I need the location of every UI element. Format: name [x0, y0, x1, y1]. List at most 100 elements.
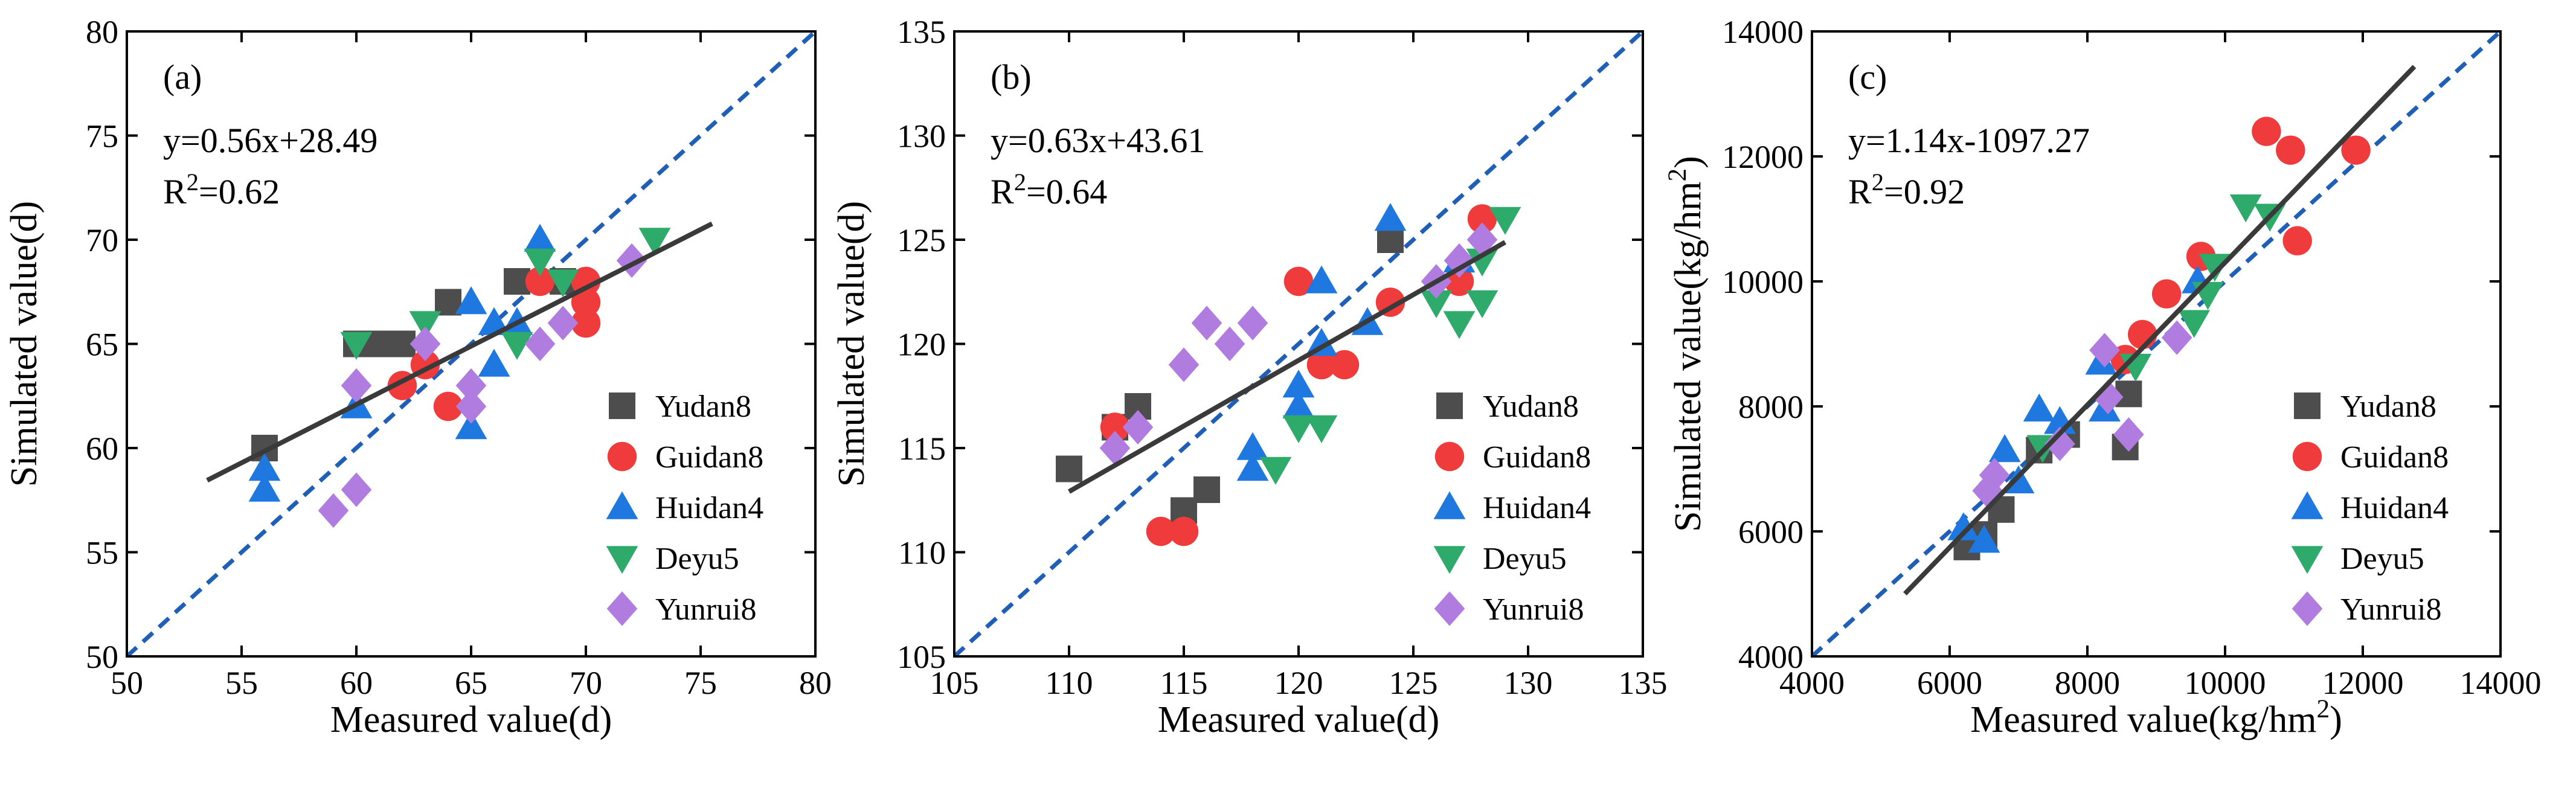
legend-label: Guidan8: [1483, 440, 1591, 475]
data-point: [2178, 310, 2211, 338]
y-tick-label: 130: [897, 118, 946, 155]
legend-item: Deyu5: [606, 542, 739, 576]
legend-marker: [606, 491, 638, 519]
y-tick-label: 60: [86, 431, 118, 467]
legend-item: Deyu5: [1433, 542, 1567, 576]
r-squared: R2=0.64: [991, 168, 1107, 212]
legend-item: Guidan8: [1434, 440, 1591, 475]
r-squared: R2=0.92: [1848, 168, 1965, 212]
series-huidan4: [248, 223, 556, 502]
series-yunrui8: [1972, 320, 2192, 508]
y-tick-label: 8000: [1738, 389, 1804, 425]
y-tick-label: 105: [897, 639, 946, 675]
data-point: [2113, 417, 2144, 452]
data-point: [1489, 207, 1521, 235]
legend-item: Huidan4: [606, 491, 763, 525]
data-point: [1305, 328, 1338, 356]
data-point: [1444, 243, 1475, 278]
data-point: [1168, 347, 1200, 382]
legend-item: Yudan8: [609, 389, 751, 424]
y-axis-title: Simulated value(d): [831, 201, 872, 487]
data-point: [1169, 516, 1199, 546]
legend-marker: [1434, 441, 1465, 472]
data-point: [1099, 431, 1131, 466]
x-tick-label: 115: [1160, 665, 1208, 701]
data-point: [1283, 266, 1314, 296]
data-point: [1988, 434, 2021, 463]
y-tick-label: 135: [897, 14, 946, 50]
regression-equation: y=0.56x+28.49: [163, 121, 377, 160]
data-point: [638, 228, 671, 256]
x-tick-label: 50: [111, 665, 143, 701]
data-point: [1259, 457, 1292, 485]
legend-item: Yunrui8: [606, 591, 757, 627]
legend-marker: [1436, 392, 1463, 419]
x-tick-label: 130: [1504, 665, 1553, 701]
regression-equation: y=0.63x+43.61: [991, 121, 1205, 160]
legend-marker: [606, 546, 638, 574]
data-point: [1236, 453, 1269, 481]
legend-marker: [607, 441, 637, 472]
identity-line: [954, 31, 1643, 656]
legend-item: Guidan8: [2292, 440, 2449, 475]
series-guidan8: [1100, 204, 1497, 546]
legend: Yudan8 Guidan8 Huidan4 Deyu5 Yunrui8: [2291, 389, 2449, 627]
data-point: [571, 287, 601, 317]
data-point: [571, 266, 601, 296]
data-point: [2092, 379, 2124, 415]
data-point: [1466, 290, 1498, 318]
data-point: [455, 411, 487, 440]
series-deyu5: [1259, 207, 1521, 485]
data-point: [1968, 525, 2000, 553]
data-point: [455, 286, 487, 315]
panel-label: (b): [991, 57, 1032, 97]
legend-item: Yudan8: [2294, 389, 2436, 424]
data-point: [1467, 204, 1497, 234]
data-point: [2044, 426, 2075, 461]
regression-equation: y=1.14x-1097.27: [1848, 121, 2090, 160]
data-point: [410, 326, 441, 362]
data-point: [2023, 393, 2055, 421]
legend-item: Huidan4: [2291, 491, 2449, 525]
data-point: [1972, 473, 2003, 508]
data-point: [1282, 415, 1315, 443]
data-point: [1443, 311, 1476, 339]
x-tick-label: 10000: [2185, 665, 2266, 701]
legend-marker: [2291, 546, 2324, 574]
data-point: [2192, 281, 2224, 310]
data-point: [1236, 432, 1269, 460]
y-tick-label: 14000: [1722, 14, 1804, 50]
data-point: [1374, 203, 1407, 231]
data-point: [1146, 516, 1176, 546]
legend-item: Huidan4: [1433, 491, 1591, 525]
data-point: [433, 391, 463, 421]
x-tick-label: 75: [684, 665, 717, 701]
legend-label: Yunrui8: [2340, 592, 2442, 627]
y-tick-label: 6000: [1738, 514, 1804, 550]
x-tick-label: 14000: [2460, 665, 2542, 701]
data-point: [2252, 117, 2281, 146]
data-point: [409, 311, 442, 339]
y-tick-label: 10000: [1722, 264, 1804, 300]
x-tick-label: 135: [1619, 665, 1668, 701]
data-point: [478, 348, 510, 377]
legend-label: Huidan4: [1483, 491, 1591, 525]
data-point: [1329, 350, 1360, 380]
data-point: [2151, 279, 2182, 309]
series-deyu5: [340, 228, 671, 360]
r-squared: R2=0.62: [163, 168, 280, 212]
x-tick-label: 60: [340, 665, 373, 701]
regression-line: [1068, 240, 1506, 494]
data-point: [524, 326, 556, 362]
legend-label: Yudan8: [655, 389, 751, 424]
data-point: [248, 473, 281, 502]
x-axis-title: Measured value(d): [330, 699, 612, 740]
x-tick-label: 6000: [1917, 665, 1982, 701]
data-point: [1282, 390, 1315, 418]
data-point: [547, 269, 579, 298]
legend-item: Deyu5: [2291, 542, 2424, 576]
data-point: [501, 332, 533, 360]
plot-frame: [1811, 30, 2502, 658]
legend-marker: [2292, 441, 2322, 472]
y-tick-label: 70: [86, 222, 118, 258]
